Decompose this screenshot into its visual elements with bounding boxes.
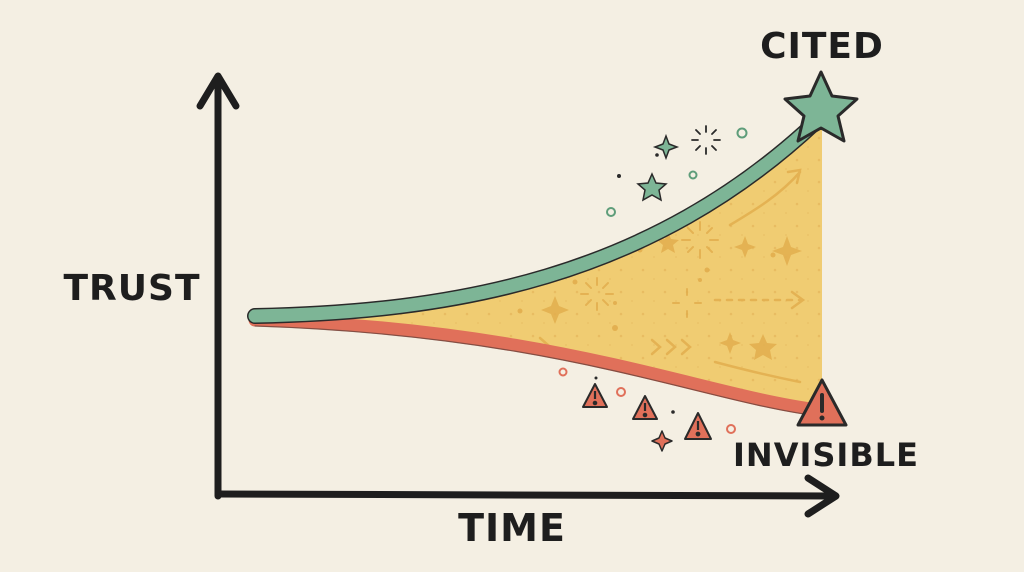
y-axis-label: TRUST	[64, 268, 201, 309]
sparkle-icon	[541, 296, 569, 324]
invisible-trust-line-outline	[254, 325, 819, 417]
x-axis-label: TIME	[458, 506, 566, 550]
y-axis-arrowhead	[196, 72, 240, 110]
sparkle-icon	[672, 288, 702, 318]
sparkle-icon	[772, 236, 802, 266]
x-axis-arrowhead	[804, 474, 840, 518]
arrow-icon	[728, 170, 802, 227]
invisible-warning-icon	[796, 378, 848, 427]
warning-icon	[632, 395, 658, 420]
invisible-warnings	[558, 367, 736, 452]
star-icon	[657, 232, 679, 253]
sparkle-icon	[652, 133, 680, 161]
invisible-label: INVISIBLE	[733, 436, 919, 474]
gap-decorations	[538, 168, 806, 384]
invisible-trust-line	[248, 313, 825, 417]
cited-label: CITED	[760, 26, 884, 67]
sparkle-icon	[580, 277, 614, 311]
gap-bursts	[580, 221, 719, 318]
sparkle-icon	[651, 430, 673, 452]
arrow-icon	[713, 360, 802, 384]
arrow-icon	[790, 290, 806, 310]
star-icon	[636, 172, 668, 202]
cited-sparkles	[606, 127, 748, 217]
cited-burst	[691, 125, 721, 155]
sparkle-icon	[734, 236, 756, 258]
sparkle-icon	[719, 332, 741, 354]
arrow-icon	[786, 168, 802, 185]
x-axis	[214, 490, 836, 500]
warning-icon	[582, 383, 608, 408]
gap-sparkles	[541, 232, 802, 360]
star-icon	[749, 334, 777, 360]
gap-dots	[517, 247, 776, 331]
warning-icon	[684, 412, 712, 440]
cited-star-icon	[783, 70, 859, 143]
cited-trust-line	[248, 111, 827, 323]
gap-texture	[255, 128, 822, 410]
sparkle-icon	[691, 125, 721, 155]
sparkle-icon	[681, 221, 719, 259]
arrow-icon	[650, 338, 692, 356]
